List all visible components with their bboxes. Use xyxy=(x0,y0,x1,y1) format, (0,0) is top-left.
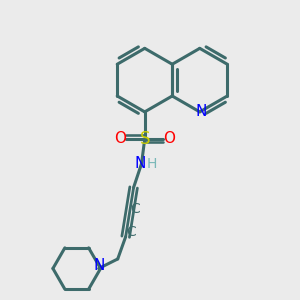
Text: O: O xyxy=(115,131,127,146)
Text: C: C xyxy=(130,202,140,216)
Text: N: N xyxy=(94,259,105,274)
Text: C: C xyxy=(127,225,136,239)
Text: N: N xyxy=(195,104,206,119)
Text: O: O xyxy=(163,131,175,146)
Text: S: S xyxy=(140,130,150,148)
Text: H: H xyxy=(146,157,157,171)
Text: N: N xyxy=(134,156,146,171)
